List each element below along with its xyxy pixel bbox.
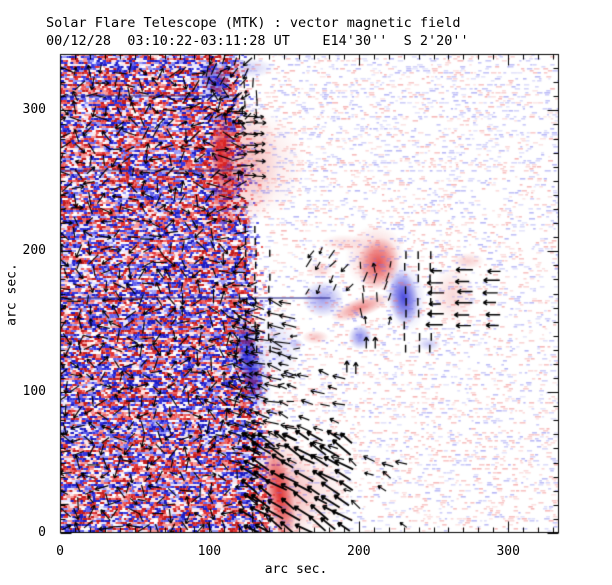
x-axis-label: arc sec. xyxy=(264,562,328,577)
x-tick-label: 200 xyxy=(347,544,371,559)
plot-subtitle: 00/12/28 03:10:22-03:11:28 UT E14'30'' S… xyxy=(46,33,469,49)
y-axis-label: arc sec. xyxy=(4,263,20,326)
plot-title: Solar Flare Telescope (MTK) : vector mag… xyxy=(46,15,461,31)
y-tick-label: 100 xyxy=(22,384,46,400)
x-tick-label: 0 xyxy=(56,544,64,559)
x-tick-label: 300 xyxy=(496,544,520,559)
x-tick-label: 100 xyxy=(197,544,222,559)
y-tick-label: 300 xyxy=(22,102,46,118)
y-tick-label: 0 xyxy=(38,525,46,540)
y-tick-label: 200 xyxy=(22,243,46,259)
